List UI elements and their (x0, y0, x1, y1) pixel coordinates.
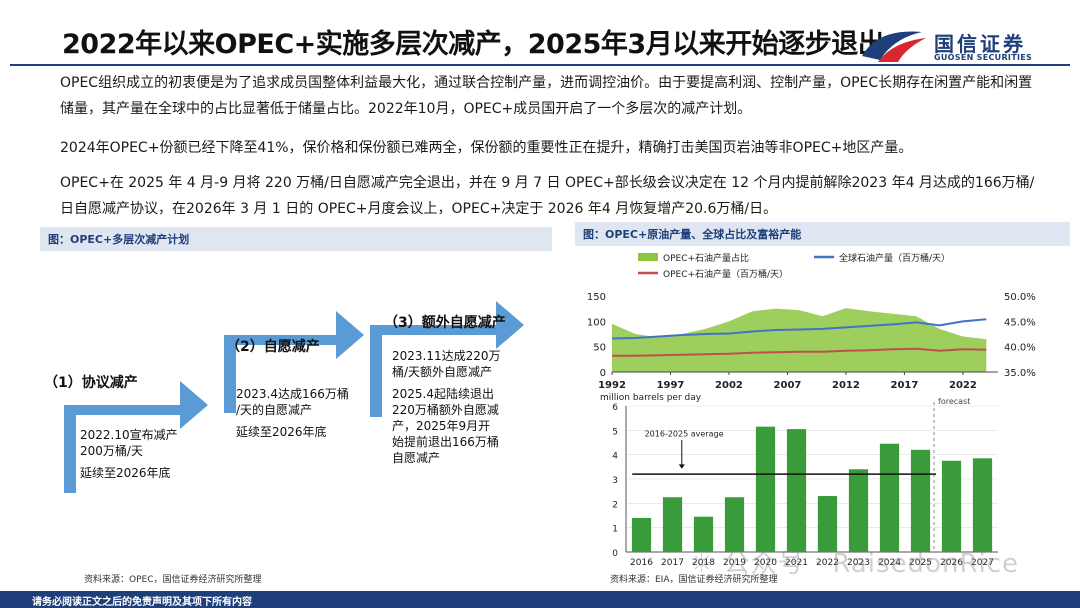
bar-2023 (848, 469, 869, 552)
step3-bar-left (370, 333, 382, 417)
x-tick-label: 2002 (715, 380, 743, 391)
x-tick-label: 1992 (598, 380, 626, 391)
x-tick-label: 2022 (816, 558, 839, 568)
average-label: 2016-2025 average (645, 429, 724, 438)
bar-2027 (972, 458, 993, 552)
x-tick-label: 2026 (940, 558, 963, 568)
y-right-tick: 50.0% (1004, 292, 1036, 303)
legend-swatch-0 (638, 253, 658, 261)
y-tick-label: 6 (612, 403, 618, 413)
x-tick-label: 2017 (661, 558, 684, 568)
x-tick-label: 2012 (832, 380, 860, 391)
step3-text: 2023.11达成220万 桶/天额外自愿减产 2025.4起陆续退出 220万… (392, 349, 501, 465)
y-left-tick: 0 (600, 368, 606, 379)
x-tick-label: 2024 (878, 558, 901, 568)
step2-label: （2）自愿减产 (226, 339, 320, 355)
y-tick-label: 3 (612, 476, 618, 486)
y-right-tick: 35.0% (1004, 368, 1036, 379)
disclaimer-footer: 请务必阅读正文之后的免责声明及其项下所有内容 (0, 591, 1080, 608)
x-tick-label: 2017 (891, 380, 919, 391)
left-figure-source: 资料来源：OPEC，国信证券经济研究所整理 (84, 575, 262, 585)
step3-label: （3）额外自愿减产 (384, 315, 506, 331)
forecast-label: forecast (938, 397, 970, 406)
y-left-tick: 150 (587, 292, 606, 303)
bar-2022 (817, 496, 838, 552)
x-tick-label: 2018 (692, 558, 715, 568)
x-tick-label: 2016 (630, 558, 653, 568)
company-logo: 国信证券 GUOSEN SECURITIES (858, 26, 1068, 66)
watermark: ☼ 公众号 · RaisedonRice (690, 549, 1020, 579)
bar-2019 (724, 497, 745, 552)
step1-text: 2022.10宣布减产 200万桶/天 延续至2026年底 (80, 428, 178, 480)
bar-2017 (662, 497, 683, 552)
x-tick-label: 2020 (754, 558, 777, 568)
title-divider (10, 64, 1070, 66)
y-left-tick: 50 (593, 343, 606, 354)
legend-label-0: OPEC+石油产量占比 (663, 252, 749, 264)
x-tick-label: 1997 (657, 380, 685, 391)
y-tick-label: 4 (612, 452, 618, 462)
legend-label-1: 全球石油产量（百万桶/天） (839, 252, 950, 264)
x-tick-label: 2027 (971, 558, 994, 568)
paragraph-share-decline: 2024年OPEC+份额已经下降至41%，保价格和保份额已难两全，保份额的重要性… (60, 140, 913, 156)
step3-arrow (370, 301, 524, 349)
bar-2018 (693, 516, 714, 552)
step2-arrow (224, 311, 364, 413)
y-right-tick: 40.0% (1004, 343, 1036, 354)
legend-label-2: OPEC+石油产量（百万桶/天） (663, 268, 788, 280)
x-tick-label: 2022 (949, 380, 977, 391)
bar-2025 (910, 449, 931, 552)
bar-2024 (879, 443, 900, 552)
y-left-tick: 100 (587, 317, 606, 328)
page-title: 2022年以来OPEC+实施多层次减产，2025年3月以来开始逐步退出 (62, 29, 885, 60)
paragraph-cut-exit: OPEC+在 2025 年 4 月-9 月将 220 万桶/日自愿减产完全退出，… (60, 175, 1035, 217)
step1-arrow (64, 381, 208, 493)
x-tick-label: 2021 (785, 558, 808, 568)
y-tick-label: 1 (612, 525, 618, 535)
average-arrowhead (678, 464, 685, 469)
bar-2020 (755, 426, 776, 552)
series-global-line (611, 318, 987, 340)
cut-staircase-diagram (64, 301, 524, 493)
x-tick-label: 2019 (723, 558, 746, 568)
bar-2021 (786, 429, 807, 552)
y-tick-label: 5 (612, 427, 618, 437)
right-figure-header: 图：OPEC+原油产量、全球占比及富裕产能 (575, 222, 1070, 246)
y-right-tick: 45.0% (1004, 317, 1036, 328)
step1-label: （1）协议减产 (44, 375, 138, 391)
step2-text: 2023.4达成166万桶 /天的自愿减产 延续至2026年底 (236, 387, 349, 439)
x-tick-label: 2025 (909, 558, 932, 568)
right-figure-source: 资料来源：EIA，国信证券经济研究所整理 (610, 575, 778, 585)
x-tick-label: 2007 (774, 380, 802, 391)
series-opec-line (612, 347, 987, 357)
spare-capacity-bar-chart: million barrels per day 0 1 2 3 4 5 6 2016 2017 2… (600, 393, 998, 568)
x-tick-label: 2023 (847, 558, 870, 568)
logo-text-cn: 国信证券 (934, 32, 1026, 56)
paragraph-opec-origin: OPEC组织成立的初衷便是为了追求成员国整体利益最大化，通过联合控制产量，进而调… (60, 75, 1033, 117)
logo-text-en: GUOSEN SECURITIES (934, 53, 1033, 62)
series-share-area (612, 308, 987, 372)
left-figure-header: 图：OPEC+多层次减产计划 (40, 227, 552, 251)
y-tick-label: 0 (612, 549, 618, 559)
opec-production-chart: OPEC+石油产量占比 全球石油产量（百万桶/天） OPEC+石油产量（百万桶/天）… (587, 252, 1036, 391)
logo-mark-icon (862, 31, 926, 62)
bar-2026 (941, 460, 962, 552)
y-tick-label: 2 (612, 500, 618, 510)
bar-2016 (631, 517, 652, 552)
y-axis-label: million barrels per day (600, 393, 702, 403)
